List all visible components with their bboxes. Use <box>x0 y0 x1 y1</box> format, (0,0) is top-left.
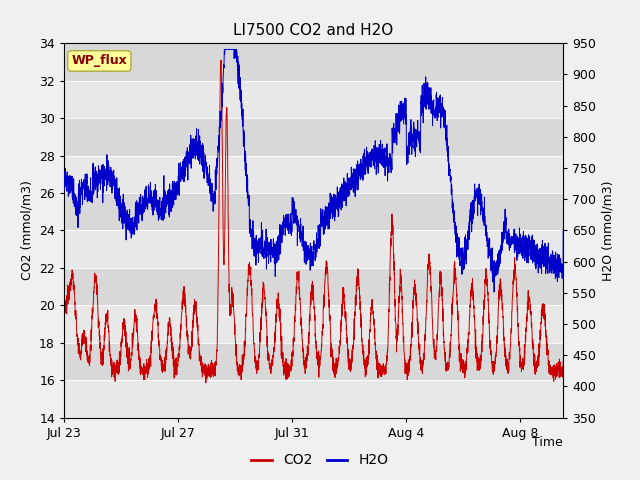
Y-axis label: H2O (mmol/m3): H2O (mmol/m3) <box>602 180 615 281</box>
Bar <box>64 43 563 81</box>
Bar <box>64 156 563 193</box>
Y-axis label: CO2 (mmol/m3): CO2 (mmol/m3) <box>20 180 33 280</box>
Bar <box>64 230 563 268</box>
Bar <box>64 343 563 380</box>
Bar <box>64 305 563 343</box>
Text: WP_flux: WP_flux <box>72 54 127 67</box>
Bar <box>64 193 563 230</box>
Bar <box>64 380 563 418</box>
Bar <box>64 268 563 305</box>
Text: Time: Time <box>532 436 563 449</box>
Bar <box>64 81 563 118</box>
Legend: CO2, H2O: CO2, H2O <box>246 448 394 473</box>
Bar <box>64 118 563 156</box>
Title: LI7500 CO2 and H2O: LI7500 CO2 and H2O <box>234 23 394 38</box>
